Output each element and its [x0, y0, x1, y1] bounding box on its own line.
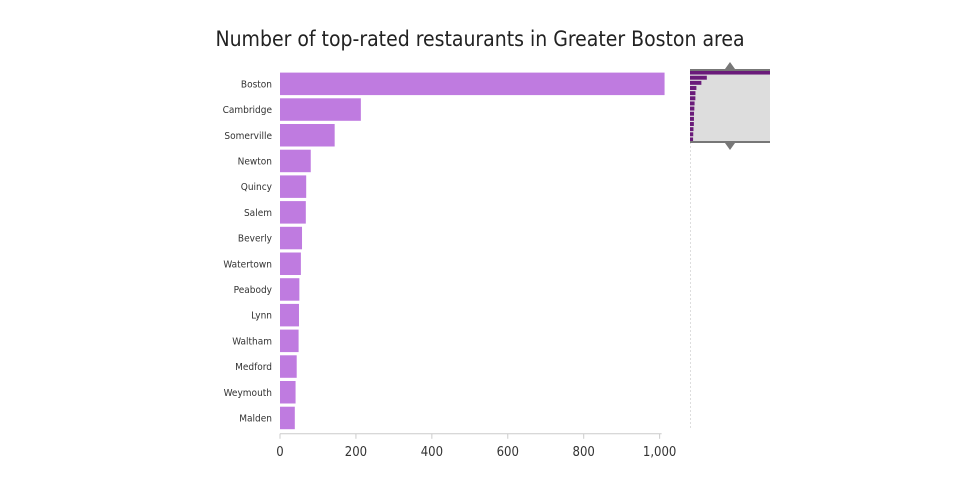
bars-group [280, 72, 665, 430]
bar-waltham[interactable] [280, 329, 299, 353]
category-label-quincy: Quincy [241, 182, 273, 193]
bar-weymouth[interactable] [280, 381, 296, 404]
navigator-bar [690, 137, 694, 142]
navigator-bottom-handle-icon[interactable] [725, 143, 735, 150]
category-label-watertown: Watertown [223, 259, 272, 270]
category-label-salem: Salem [244, 208, 272, 219]
bar-cambridge[interactable] [280, 98, 361, 121]
x-axis: 0 200 400 600 800 1,000 [276, 433, 676, 460]
bar-malden[interactable] [280, 406, 295, 430]
bar-boston[interactable] [280, 72, 665, 96]
navigator-bar [690, 75, 707, 80]
x-tick-label: 600 [497, 445, 519, 460]
category-label-lynn: Lynn [251, 311, 272, 322]
bar-newton[interactable] [280, 149, 311, 173]
category-label-beverly: Beverly [238, 234, 273, 245]
x-tick-label: 800 [573, 445, 595, 460]
category-label-cambridge: Cambridge [223, 105, 273, 116]
x-tick-label: 400 [421, 445, 443, 460]
navigator-bar [690, 96, 696, 101]
navigator-top-handle-icon[interactable] [725, 62, 735, 69]
navigator-bar [690, 86, 697, 90]
category-label-somerville: Somerville [224, 131, 272, 142]
category-label-newton: Newton [238, 156, 272, 167]
x-tick-label: 200 [345, 445, 367, 460]
navigator-bar [690, 70, 770, 75]
category-labels: Boston Cambridge Somerville Newton Quincy Sal… [223, 79, 273, 424]
navigator-bar [690, 127, 694, 132]
navigator-bar [690, 122, 694, 126]
bar-lynn[interactable] [280, 303, 299, 327]
navigator-bar [690, 106, 695, 111]
category-label-boston: Boston [241, 79, 272, 90]
x-tick-label: 1,000 [643, 445, 676, 460]
category-label-weymouth: Weymouth [224, 388, 272, 399]
navigator-bar [690, 101, 695, 106]
bar-peabody[interactable] [280, 278, 300, 301]
bar-medford[interactable] [280, 355, 297, 378]
bar-somerville[interactable] [280, 124, 335, 147]
category-label-waltham: Waltham [232, 336, 272, 347]
bar-quincy[interactable] [280, 175, 307, 198]
navigator-bar [690, 91, 696, 96]
chart-title: Number of top-rated restaurants in Great… [215, 27, 744, 51]
navigator-window[interactable] [690, 70, 770, 142]
category-label-peabody: Peabody [234, 285, 273, 296]
navigator-bar [690, 132, 694, 137]
category-label-medford: Medford [235, 362, 272, 373]
bar-salem[interactable] [280, 201, 306, 224]
navigator-bar [690, 116, 694, 121]
bar-watertown[interactable] [280, 252, 301, 276]
scroll-navigator[interactable] [690, 62, 770, 430]
bar-beverly[interactable] [280, 226, 303, 250]
category-label-malden: Malden [239, 413, 272, 424]
x-tick-label: 0 [276, 445, 283, 460]
navigator-bar [690, 80, 702, 85]
navigator-bar [690, 111, 695, 116]
